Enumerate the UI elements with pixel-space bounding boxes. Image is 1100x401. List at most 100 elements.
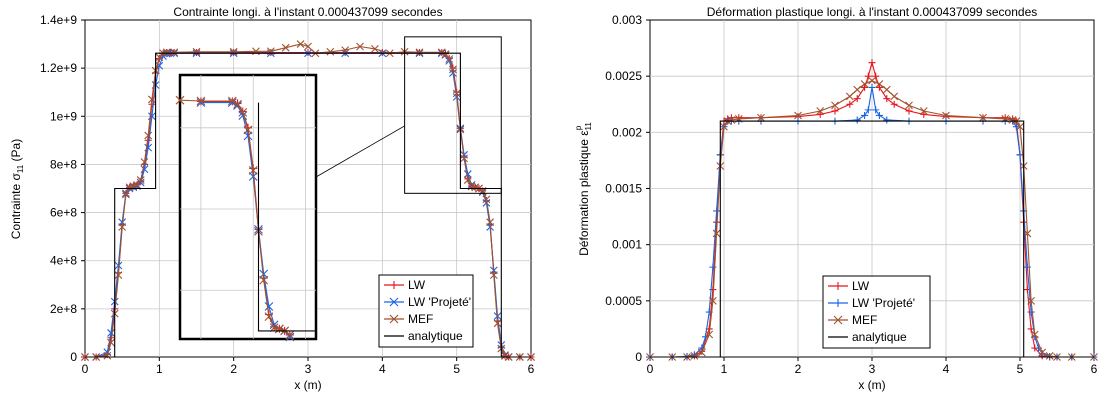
strain-y-tick-label: 0 — [635, 350, 642, 364]
stress-point-lw-projet — [107, 329, 115, 337]
strain-point-lw — [816, 110, 824, 118]
stress-zoom-box — [178, 73, 318, 341]
stress-point-mef — [445, 55, 454, 63]
stress-legend-label-lw: LW — [408, 278, 426, 292]
stress-point-mef — [269, 323, 279, 333]
stress-point-lw-projet — [463, 170, 472, 178]
stress-chart: 0 1 2 3 4 5 6 0 2e+8 4e+8 6e+8 8e+8 1e+9 1.2e+9 1.4e+9… — [9, 5, 535, 392]
strain-point-mef — [794, 111, 802, 120]
stress-point-mef — [482, 195, 491, 204]
strain-legend-item-mef: MEF — [828, 313, 877, 327]
strain-point-mef — [697, 348, 706, 357]
strain-point-mef — [905, 101, 913, 110]
strain-legend-marker-mef — [833, 315, 843, 325]
strain-point-lw — [920, 110, 928, 118]
stress-zoom-source-box — [404, 36, 502, 194]
strain-x-label: x (m) — [858, 378, 885, 392]
stress-point-mef — [140, 158, 149, 166]
strain-point-mef — [831, 101, 839, 110]
stress-x-tick-label: 1 — [156, 362, 163, 376]
strain-legend: LW LW 'Projeté' MEF analytique — [822, 275, 931, 349]
stress-point-mef — [452, 89, 461, 98]
strain-point-mef — [727, 116, 736, 124]
strain-x-tick-label: 5 — [1017, 362, 1024, 376]
strain-point-lw-projet — [713, 207, 721, 215]
stress-y-label-main: Contrainte σ — [9, 173, 23, 240]
stress-point-mef — [162, 48, 171, 57]
strain-point-lw-projet — [853, 116, 861, 124]
strain-x-tick-label: 0 — [647, 362, 654, 376]
strain-point-lw — [868, 59, 876, 67]
stress-y-label-sub: 11 — [16, 164, 25, 173]
strain-legend-label-mef: MEF — [852, 313, 877, 327]
strain-point-mef — [845, 92, 854, 101]
strain-point-mef — [875, 80, 884, 88]
strain-point-mef — [890, 92, 899, 101]
stress-point-mef — [441, 50, 450, 59]
strain-point-lw-projet — [868, 83, 876, 91]
stress-point-mef — [170, 48, 179, 57]
stress-point-lw-projet — [493, 312, 502, 320]
stress-point-mef — [460, 154, 468, 163]
stress-y-tick-label: 2e+8 — [50, 302, 77, 316]
stress-point-lw-projet — [136, 178, 145, 187]
stress-point-mef — [118, 223, 127, 231]
stress-point-mef — [229, 47, 238, 56]
stress-point-mef — [148, 95, 156, 104]
stress-point-mef — [233, 99, 242, 109]
strain-point-lw — [864, 72, 872, 80]
strain-legend-marker-lw-projet — [834, 299, 842, 307]
strain-point-mef — [690, 351, 699, 360]
stress-legend-marker-lw-projet — [389, 297, 399, 307]
strain-y-label: Déformation plastique ε11p — [574, 122, 593, 256]
stress-y-tick-label: 4e+8 — [50, 254, 77, 268]
strain-point-mef — [1038, 348, 1047, 357]
strain-point-mef — [816, 107, 825, 115]
stress-point-lw-projet — [264, 302, 274, 311]
plastic-strain-chart: 0 1 2 3 4 5 6 0 0.0005 0.001 0.0015 0.002 0.0025 0.00… — [574, 5, 1098, 392]
stress-y-tick-label: 1e+9 — [50, 109, 77, 123]
strain-point-lw-projet — [1012, 123, 1020, 131]
stress-point-mef — [415, 48, 424, 57]
strain-point-lw-projet — [883, 116, 891, 124]
stress-point-lw-projet — [449, 69, 457, 77]
strain-x-tick-label: 4 — [943, 362, 950, 376]
strain-x-tick-label: 3 — [869, 362, 876, 376]
strain-point-mef — [853, 85, 862, 94]
strain-x-tick-label: 6 — [1091, 362, 1098, 376]
stress-series-line-analytique — [85, 52, 531, 358]
strain-legend-label-analytique: analytique — [852, 330, 907, 344]
stress-point-mef — [103, 351, 112, 360]
stress-x-tick-label: 6 — [528, 362, 535, 376]
stress-x-tick-label: 4 — [379, 362, 386, 376]
strain-y-tick-label: 0.0005 — [605, 294, 642, 308]
stress-point-lw-projet — [114, 261, 123, 270]
stress-x-tick-label: 0 — [82, 362, 89, 376]
strain-point-mef — [1030, 330, 1039, 339]
stress-point-lw-projet — [238, 111, 248, 121]
strain-y-tick-label: 0.002 — [612, 125, 642, 139]
stress-legend-marker-lw — [390, 281, 398, 289]
stress-point-mef — [437, 48, 446, 57]
stress-point-mef — [285, 330, 295, 340]
stress-point-lw-projet — [196, 98, 206, 108]
stress-point-mef — [238, 107, 248, 117]
strain-legend-marker-lw — [834, 282, 842, 290]
stress-point-mef — [144, 131, 153, 140]
stress-point-mef — [136, 176, 145, 184]
stress-point-lw-projet — [482, 199, 491, 207]
stress-point-lw-projet — [155, 61, 164, 70]
strain-y-tick-label: 0.0015 — [605, 182, 642, 196]
stress-legend-item-mef: MEF — [384, 312, 433, 326]
stress-series-line-analytique — [257, 102, 316, 332]
strain-point-lw — [853, 95, 861, 103]
stress-point-mef — [356, 42, 364, 51]
stress-point-mef — [175, 95, 185, 105]
stress-point-mef — [493, 319, 502, 328]
stress-point-mef — [274, 324, 284, 334]
strain-point-mef — [882, 85, 891, 94]
stress-legend: LW LW 'Projeté' MEF analytique — [378, 274, 474, 348]
strain-series — [646, 59, 1098, 361]
strain-point-lw-projet — [872, 106, 880, 114]
stress-point-mef — [489, 271, 498, 280]
